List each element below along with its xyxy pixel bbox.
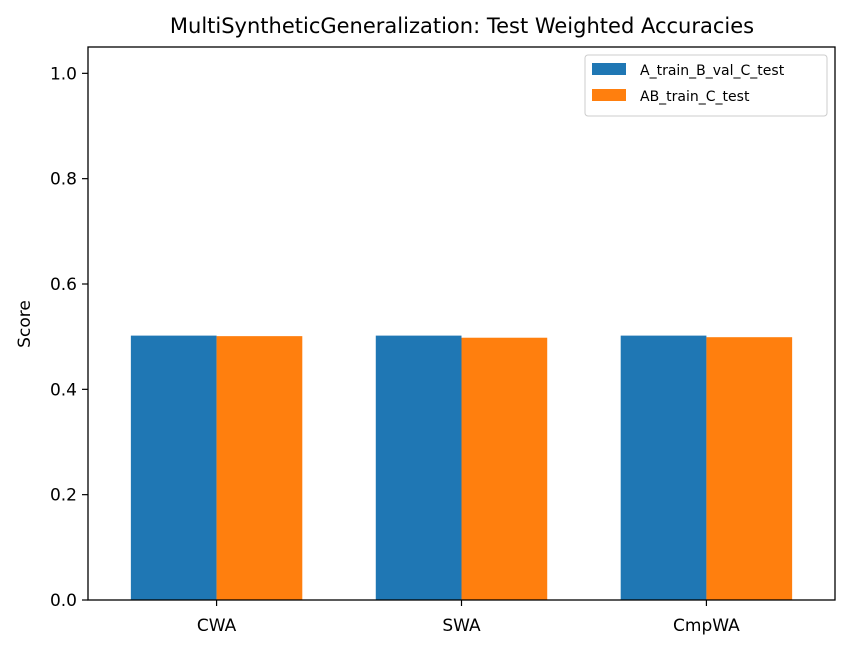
y-tick-label: 1.0 bbox=[50, 64, 77, 84]
legend-box bbox=[584, 54, 828, 117]
y-tick-label: 0.0 bbox=[50, 591, 77, 611]
x-tick-label-swa: SWA bbox=[442, 616, 481, 636]
y-axis-ticks: 0.0 0.2 0.4 0.6 0.8 1.0 bbox=[50, 64, 88, 611]
x-axis-ticks: CWA SWA CmpWA bbox=[197, 600, 740, 636]
y-tick-label: 0.8 bbox=[50, 170, 77, 190]
bar-cmpwa-series-2 bbox=[706, 337, 793, 600]
legend-label-series-2: AB_train_C_test bbox=[640, 89, 750, 105]
plot-frame bbox=[87, 46, 836, 601]
bars-layer bbox=[130, 335, 793, 600]
legend-swatch-series-2 bbox=[592, 89, 626, 101]
y-axis-label: Score bbox=[15, 300, 35, 348]
y-tick-label: 0.4 bbox=[50, 380, 77, 400]
bar-cmpwa-series-1 bbox=[620, 335, 707, 600]
bar-swa-series-1 bbox=[375, 335, 462, 600]
y-tick-label: 0.6 bbox=[50, 275, 77, 295]
x-tick-label-cmpwa: CmpWA bbox=[673, 616, 740, 636]
y-tick-label: 0.2 bbox=[50, 486, 77, 506]
legend-items: A_train_B_val_C_test AB_train_C_test bbox=[592, 63, 785, 105]
legend-swatch-series-1 bbox=[592, 63, 626, 75]
bar-cwa-series-1 bbox=[130, 335, 217, 600]
x-tick-label-cwa: CWA bbox=[197, 616, 237, 636]
legend-label-series-1: A_train_B_val_C_test bbox=[640, 63, 785, 79]
bar-cwa-series-2 bbox=[216, 336, 303, 600]
bar-swa-series-2 bbox=[461, 337, 548, 600]
legend: A_train_B_val_C_test AB_train_C_test bbox=[584, 54, 828, 117]
chart-title: MultiSyntheticGeneralization: Test Weigh… bbox=[170, 14, 754, 38]
